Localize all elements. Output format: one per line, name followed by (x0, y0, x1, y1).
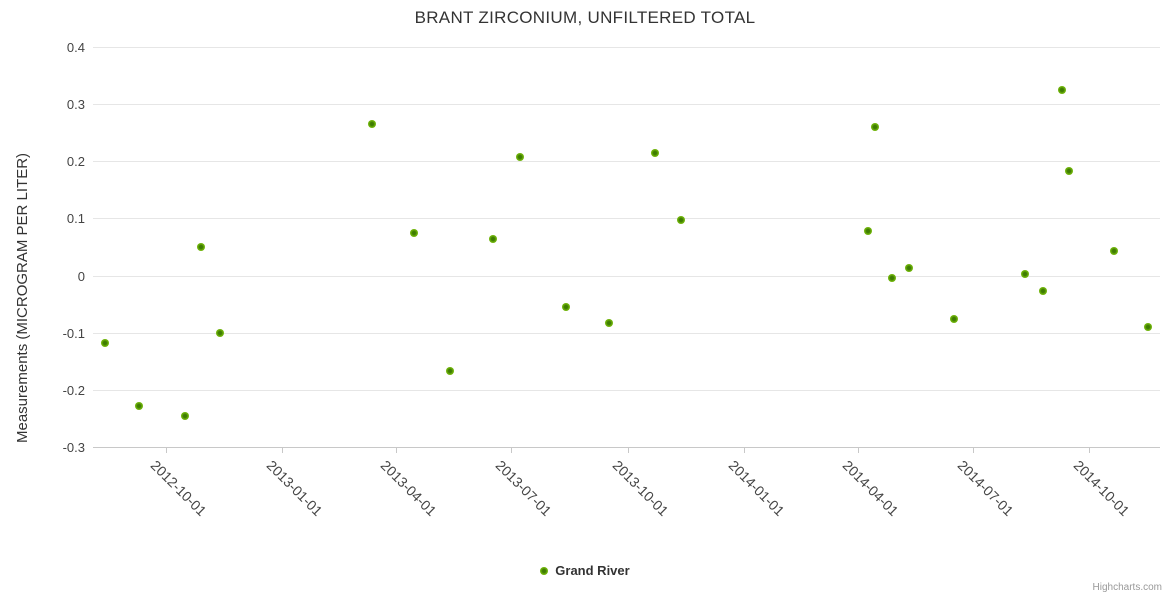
data-point[interactable] (651, 149, 659, 157)
y-tick-label: -0.3 (62, 440, 85, 455)
data-point[interactable] (888, 274, 896, 282)
data-point[interactable] (677, 216, 685, 224)
x-tick-label: 2013-04-01 (377, 457, 440, 519)
x-tick-label: 2013-10-01 (609, 457, 672, 519)
x-tick-label: 2014-01-01 (725, 457, 788, 519)
legend-item-label: Grand River (555, 563, 630, 578)
data-point[interactable] (1144, 323, 1152, 331)
data-point[interactable] (1110, 247, 1118, 255)
y-tick-label: 0 (77, 269, 85, 284)
gridline (93, 333, 1160, 334)
x-tick-mark (282, 448, 283, 453)
data-point[interactable] (216, 329, 224, 337)
data-point[interactable] (410, 229, 418, 237)
data-point[interactable] (1065, 167, 1073, 175)
data-point[interactable] (605, 319, 613, 327)
data-point[interactable] (1021, 270, 1029, 278)
data-point[interactable] (101, 339, 109, 347)
x-tick-mark (973, 448, 974, 453)
x-axis-line (93, 447, 1160, 448)
data-point[interactable] (864, 227, 872, 235)
x-tick-mark (1089, 448, 1090, 453)
x-tick-mark (396, 448, 397, 453)
y-axis-title: Measurements (MICROGRAM PER LITER) (14, 152, 31, 443)
x-tick-label: 2013-07-01 (492, 457, 555, 519)
gridline (93, 276, 1160, 277)
legend: Grand River (0, 563, 1170, 578)
gridline (93, 218, 1160, 219)
data-point[interactable] (135, 402, 143, 410)
y-tick-label: 0.4 (66, 40, 85, 55)
data-point[interactable] (489, 235, 497, 243)
x-tick-mark (511, 448, 512, 453)
y-tick-label: -0.1 (62, 326, 85, 341)
x-tick-mark (744, 448, 745, 453)
data-point[interactable] (1058, 86, 1066, 94)
data-point[interactable] (368, 120, 376, 128)
highcharts-credit-link[interactable]: Highcharts.com (1092, 582, 1162, 593)
data-point[interactable] (181, 412, 189, 420)
data-point[interactable] (562, 303, 570, 311)
y-tick-label: -0.2 (62, 383, 85, 398)
y-tick-label: 0.1 (66, 211, 85, 226)
data-point[interactable] (905, 264, 913, 272)
gridline (93, 47, 1160, 48)
legend-item-grand-river[interactable]: Grand River (540, 563, 630, 578)
x-tick-mark (858, 448, 859, 453)
x-tick-label: 2012-10-01 (147, 457, 210, 519)
gridline (93, 390, 1160, 391)
data-point[interactable] (197, 243, 205, 251)
data-point[interactable] (516, 153, 524, 161)
y-tick-label: 0.3 (66, 97, 85, 112)
chart-title: BRANT ZIRCONIUM, UNFILTERED TOTAL (414, 8, 756, 27)
data-point[interactable] (950, 315, 958, 323)
y-tick-label: 0.2 (66, 154, 85, 169)
x-tick-mark (166, 448, 167, 453)
data-point[interactable] (1039, 287, 1047, 295)
x-tick-mark (628, 448, 629, 453)
gridline (93, 161, 1160, 162)
data-point[interactable] (871, 123, 879, 131)
data-point[interactable] (446, 367, 454, 375)
x-tick-label: 2014-07-01 (954, 457, 1017, 519)
x-tick-label: 2014-04-01 (839, 457, 902, 519)
x-tick-label: 2014-10-01 (1070, 457, 1133, 519)
gridline (93, 104, 1160, 105)
series-marker-icon (540, 566, 549, 575)
x-tick-label: 2013-01-01 (263, 457, 326, 519)
